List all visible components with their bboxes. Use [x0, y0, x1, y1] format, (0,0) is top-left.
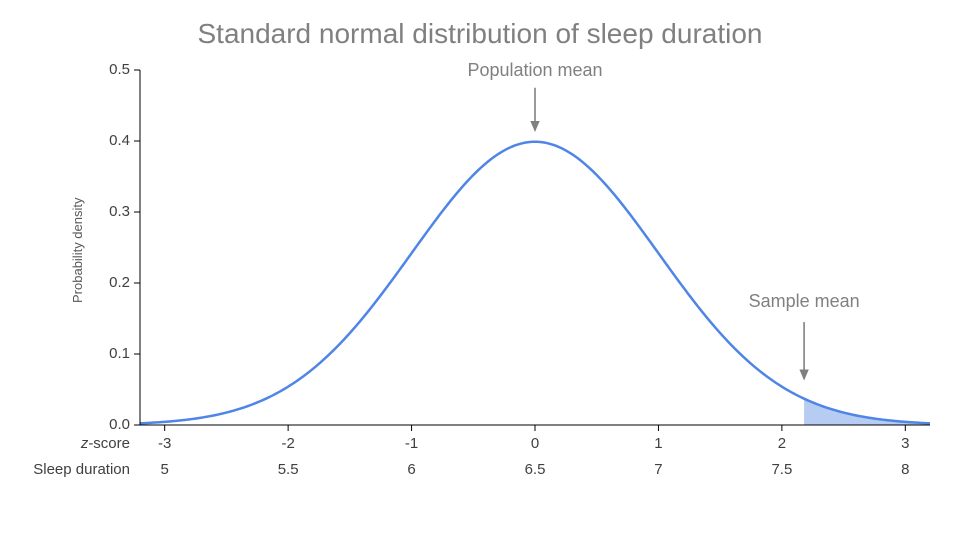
- chart-svg: [0, 0, 960, 540]
- x-tick-label: 8: [885, 461, 925, 478]
- y-tick-label: 0.3: [90, 203, 130, 220]
- x-tick-label: 2: [762, 435, 802, 452]
- x-tick-label: 7: [638, 461, 678, 478]
- x-tick-label: -1: [392, 435, 432, 452]
- x-tick-label: -3: [145, 435, 185, 452]
- y-tick-label: 0.5: [90, 61, 130, 78]
- y-tick-label: 0.0: [90, 416, 130, 433]
- x-tick-label: 0: [515, 435, 555, 452]
- x-tick-label: 5: [145, 461, 185, 478]
- x-tick-label: 5.5: [268, 461, 308, 478]
- annotation-label: Sample mean: [714, 291, 894, 312]
- y-tick-label: 0.2: [90, 274, 130, 291]
- x-row-label: z-score: [12, 435, 130, 452]
- x-tick-label: -2: [268, 435, 308, 452]
- x-row-label: Sleep duration: [12, 461, 130, 478]
- y-tick-label: 0.4: [90, 132, 130, 149]
- y-tick-label: 0.1: [90, 345, 130, 362]
- x-tick-label: 6: [392, 461, 432, 478]
- x-tick-label: 7.5: [762, 461, 802, 478]
- x-tick-label: 1: [638, 435, 678, 452]
- x-tick-label: 6.5: [515, 461, 555, 478]
- x-tick-label: 3: [885, 435, 925, 452]
- annotation-label: Population mean: [445, 60, 625, 81]
- normal-curve: [140, 142, 930, 424]
